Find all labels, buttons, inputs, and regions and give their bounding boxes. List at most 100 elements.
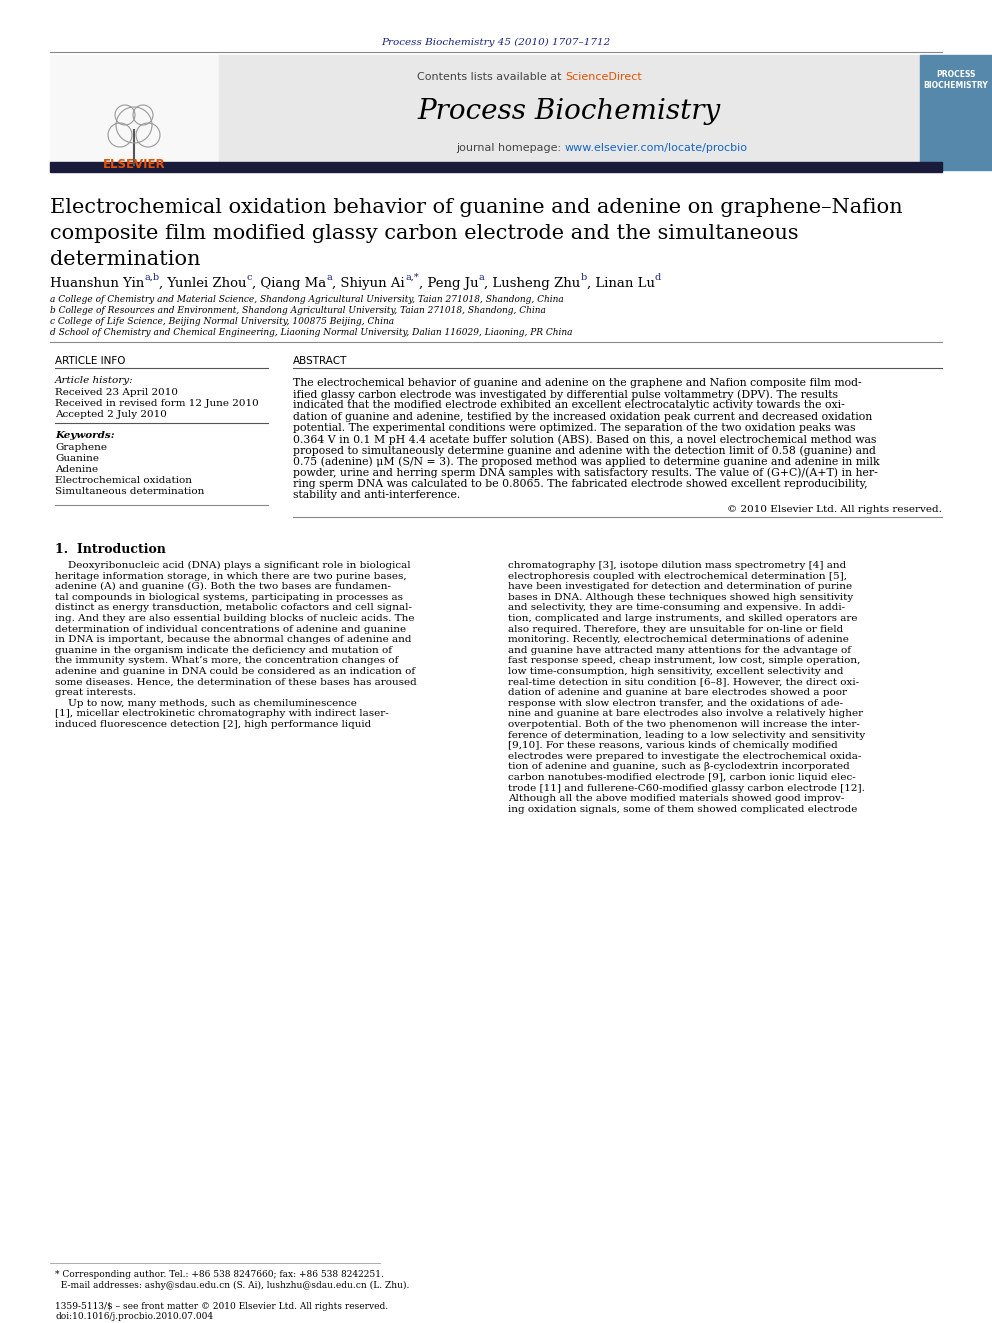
Text: fast response speed, cheap instrument, low cost, simple operation,: fast response speed, cheap instrument, l… bbox=[508, 656, 860, 665]
Text: tal compounds in biological systems, participating in processes as: tal compounds in biological systems, par… bbox=[55, 593, 403, 602]
Bar bbox=[50, 161, 942, 172]
Text: Simultaneous determination: Simultaneous determination bbox=[55, 487, 204, 496]
Text: c College of Life Science, Beijing Normal University, 100875 Beijing, China: c College of Life Science, Beijing Norma… bbox=[50, 318, 394, 325]
Text: electrodes were prepared to investigate the electrochemical oxida-: electrodes were prepared to investigate … bbox=[508, 751, 861, 761]
Text: distinct as energy transduction, metabolic cofactors and cell signal-: distinct as energy transduction, metabol… bbox=[55, 603, 412, 613]
Text: , Linan Lu: , Linan Lu bbox=[586, 277, 655, 290]
Text: heritage information storage, in which there are two purine bases,: heritage information storage, in which t… bbox=[55, 572, 407, 581]
Text: Up to now, many methods, such as chemiluminescence: Up to now, many methods, such as chemilu… bbox=[55, 699, 357, 708]
Text: www.elsevier.com/locate/procbio: www.elsevier.com/locate/procbio bbox=[565, 143, 748, 153]
Text: ELSEVIER: ELSEVIER bbox=[103, 157, 166, 171]
Text: the immunity system. What’s more, the concentration changes of: the immunity system. What’s more, the co… bbox=[55, 656, 399, 665]
Text: 1.  Introduction: 1. Introduction bbox=[55, 542, 166, 556]
Text: 1359-5113/$ – see front matter © 2010 Elsevier Ltd. All rights reserved.: 1359-5113/$ – see front matter © 2010 El… bbox=[55, 1302, 388, 1311]
Text: monitoring. Recently, electrochemical determinations of adenine: monitoring. Recently, electrochemical de… bbox=[508, 635, 849, 644]
Text: proposed to simultaneously determine guanine and adenine with the detection limi: proposed to simultaneously determine gua… bbox=[293, 446, 876, 455]
Text: Keywords:: Keywords: bbox=[55, 431, 115, 441]
Text: ing oxidation signals, some of them showed complicated electrode: ing oxidation signals, some of them show… bbox=[508, 804, 857, 814]
Text: nine and guanine at bare electrodes also involve a relatively higher: nine and guanine at bare electrodes also… bbox=[508, 709, 863, 718]
Text: a,b: a,b bbox=[144, 273, 160, 282]
Text: induced fluorescence detection [2], high performance liquid: induced fluorescence detection [2], high… bbox=[55, 720, 371, 729]
Bar bbox=[218, 56, 920, 169]
Text: and guanine have attracted many attentions for the advantage of: and guanine have attracted many attentio… bbox=[508, 646, 851, 655]
Text: have been investigated for detection and determination of purine: have been investigated for detection and… bbox=[508, 582, 852, 591]
Text: © 2010 Elsevier Ltd. All rights reserved.: © 2010 Elsevier Ltd. All rights reserved… bbox=[727, 505, 942, 515]
Text: real-time detection in situ condition [6–8]. However, the direct oxi-: real-time detection in situ condition [6… bbox=[508, 677, 859, 687]
Text: Contents lists available at: Contents lists available at bbox=[417, 71, 565, 82]
Text: Adenine: Adenine bbox=[55, 464, 98, 474]
Text: tion, complicated and large instruments, and skilled operators are: tion, complicated and large instruments,… bbox=[508, 614, 857, 623]
Text: , Peng Ju: , Peng Ju bbox=[419, 277, 478, 290]
Text: d: d bbox=[655, 273, 661, 282]
Text: a: a bbox=[478, 273, 484, 282]
Text: The electrochemical behavior of guanine and adenine on the graphene and Nafion c: The electrochemical behavior of guanine … bbox=[293, 378, 862, 388]
Text: , Lusheng Zhu: , Lusheng Zhu bbox=[484, 277, 580, 290]
Text: stability and anti-interference.: stability and anti-interference. bbox=[293, 490, 460, 500]
Text: indicated that the modified electrode exhibited an excellent electrocatalytic ac: indicated that the modified electrode ex… bbox=[293, 401, 845, 410]
Text: b: b bbox=[580, 273, 586, 282]
Text: chromatography [3], isotope dilution mass spectrometry [4] and: chromatography [3], isotope dilution mas… bbox=[508, 561, 846, 570]
Text: PROCESS
BIOCHEMISTRY: PROCESS BIOCHEMISTRY bbox=[924, 70, 988, 90]
Text: in DNA is important, because the abnormal changes of adenine and: in DNA is important, because the abnorma… bbox=[55, 635, 412, 644]
Text: Process Biochemistry: Process Biochemistry bbox=[418, 98, 720, 124]
Text: ABSTRACT: ABSTRACT bbox=[293, 356, 347, 366]
Text: , Qiang Ma: , Qiang Ma bbox=[252, 277, 326, 290]
Text: low time-consumption, high sensitivity, excellent selectivity and: low time-consumption, high sensitivity, … bbox=[508, 667, 843, 676]
Text: doi:10.1016/j.procbio.2010.07.004: doi:10.1016/j.procbio.2010.07.004 bbox=[55, 1312, 213, 1320]
Text: Article history:: Article history: bbox=[55, 376, 134, 385]
Text: Electrochemical oxidation behavior of guanine and adenine on graphene–Nafion: Electrochemical oxidation behavior of gu… bbox=[50, 198, 903, 217]
Text: a College of Chemistry and Material Science, Shandong Agricultural University, T: a College of Chemistry and Material Scie… bbox=[50, 295, 563, 304]
Text: E-mail addresses: ashy@sdau.edu.cn (S. Ai), lushzhu@sdau.edu.cn (L. Zhu).: E-mail addresses: ashy@sdau.edu.cn (S. A… bbox=[55, 1281, 410, 1290]
Text: Accepted 2 July 2010: Accepted 2 July 2010 bbox=[55, 410, 167, 419]
Text: composite film modified glassy carbon electrode and the simultaneous: composite film modified glassy carbon el… bbox=[50, 224, 799, 243]
Text: journal homepage:: journal homepage: bbox=[456, 143, 565, 153]
Text: overpotential. Both of the two phenomenon will increase the inter-: overpotential. Both of the two phenomeno… bbox=[508, 720, 860, 729]
Text: Graphene: Graphene bbox=[55, 443, 107, 452]
Text: , Shiyun Ai: , Shiyun Ai bbox=[332, 277, 405, 290]
Text: Deoxyribonucleic acid (DNA) plays a significant role in biological: Deoxyribonucleic acid (DNA) plays a sign… bbox=[55, 561, 411, 570]
Text: ARTICLE INFO: ARTICLE INFO bbox=[55, 356, 126, 366]
Text: adenine and guanine in DNA could be considered as an indication of: adenine and guanine in DNA could be cons… bbox=[55, 667, 415, 676]
Text: Electrochemical oxidation: Electrochemical oxidation bbox=[55, 476, 192, 486]
Text: ing. And they are also essential building blocks of nucleic acids. The: ing. And they are also essential buildin… bbox=[55, 614, 415, 623]
Text: guanine in the organism indicate the deficiency and mutation of: guanine in the organism indicate the def… bbox=[55, 646, 392, 655]
Text: b College of Resources and Environment, Shandong Agricultural University, Taian : b College of Resources and Environment, … bbox=[50, 306, 546, 315]
Text: ScienceDirect: ScienceDirect bbox=[565, 71, 642, 82]
Text: trode [11] and fullerene-C60-modified glassy carbon electrode [12].: trode [11] and fullerene-C60-modified gl… bbox=[508, 783, 865, 792]
Text: ring sperm DNA was calculated to be 0.8065. The fabricated electrode showed exce: ring sperm DNA was calculated to be 0.80… bbox=[293, 479, 868, 488]
Text: c: c bbox=[247, 273, 252, 282]
Text: , Yunlei Zhou: , Yunlei Zhou bbox=[160, 277, 247, 290]
Text: a: a bbox=[326, 273, 332, 282]
Text: Although all the above modified materials showed good improv-: Although all the above modified material… bbox=[508, 794, 844, 803]
Text: some diseases. Hence, the determination of these bases has aroused: some diseases. Hence, the determination … bbox=[55, 677, 417, 687]
Text: also required. Therefore, they are unsuitable for on-line or field: also required. Therefore, they are unsui… bbox=[508, 624, 843, 634]
Text: and selectivity, they are time-consuming and expensive. In addi-: and selectivity, they are time-consuming… bbox=[508, 603, 845, 613]
Text: 0.75 (adenine) μM (S/N = 3). The proposed method was applied to determine guanin: 0.75 (adenine) μM (S/N = 3). The propose… bbox=[293, 456, 880, 467]
Text: carbon nanotubes-modified electrode [9], carbon ionic liquid elec-: carbon nanotubes-modified electrode [9],… bbox=[508, 773, 856, 782]
Text: bases in DNA. Although these techniques showed high sensitivity: bases in DNA. Although these techniques … bbox=[508, 593, 853, 602]
Text: electrophoresis coupled with electrochemical determination [5],: electrophoresis coupled with electrochem… bbox=[508, 572, 847, 581]
Text: [1], micellar electrokinetic chromatography with indirect laser-: [1], micellar electrokinetic chromatogra… bbox=[55, 709, 389, 718]
Text: * Corresponding author. Tel.: +86 538 8247660; fax: +86 538 8242251.: * Corresponding author. Tel.: +86 538 82… bbox=[55, 1270, 384, 1279]
Text: [9,10]. For these reasons, various kinds of chemically modified: [9,10]. For these reasons, various kinds… bbox=[508, 741, 838, 750]
Text: potential. The experimental conditions were optimized. The separation of the two: potential. The experimental conditions w… bbox=[293, 423, 855, 433]
Text: d School of Chemistry and Chemical Engineering, Liaoning Normal University, Dali: d School of Chemistry and Chemical Engin… bbox=[50, 328, 572, 337]
Text: ference of determination, leading to a low selectivity and sensitivity: ference of determination, leading to a l… bbox=[508, 730, 865, 740]
Text: determination: determination bbox=[50, 250, 200, 269]
Text: determination of individual concentrations of adenine and guanine: determination of individual concentratio… bbox=[55, 624, 406, 634]
Text: dation of guanine and adenine, testified by the increased oxidation peak current: dation of guanine and adenine, testified… bbox=[293, 411, 872, 422]
Bar bbox=[920, 56, 992, 169]
Text: powder, urine and herring sperm DNA samples with satisfactory results. The value: powder, urine and herring sperm DNA samp… bbox=[293, 467, 878, 478]
Text: great interests.: great interests. bbox=[55, 688, 136, 697]
Text: response with slow electron transfer, and the oxidations of ade-: response with slow electron transfer, an… bbox=[508, 699, 843, 708]
Text: Received in revised form 12 June 2010: Received in revised form 12 June 2010 bbox=[55, 400, 259, 407]
Text: 0.364 V in 0.1 M pH 4.4 acetate buffer solution (ABS). Based on this, a novel el: 0.364 V in 0.1 M pH 4.4 acetate buffer s… bbox=[293, 434, 876, 445]
Bar bbox=[50, 56, 218, 169]
Text: Huanshun Yin: Huanshun Yin bbox=[50, 277, 144, 290]
Text: a,*: a,* bbox=[405, 273, 419, 282]
Text: dation of adenine and guanine at bare electrodes showed a poor: dation of adenine and guanine at bare el… bbox=[508, 688, 847, 697]
Text: tion of adenine and guanine, such as β-cyclodextrin incorporated: tion of adenine and guanine, such as β-c… bbox=[508, 762, 850, 771]
Text: adenine (A) and guanine (G). Both the two bases are fundamen-: adenine (A) and guanine (G). Both the tw… bbox=[55, 582, 391, 591]
Text: ified glassy carbon electrode was investigated by differential pulse voltammetry: ified glassy carbon electrode was invest… bbox=[293, 389, 838, 400]
Text: Process Biochemistry 45 (2010) 1707–1712: Process Biochemistry 45 (2010) 1707–1712 bbox=[381, 38, 611, 48]
